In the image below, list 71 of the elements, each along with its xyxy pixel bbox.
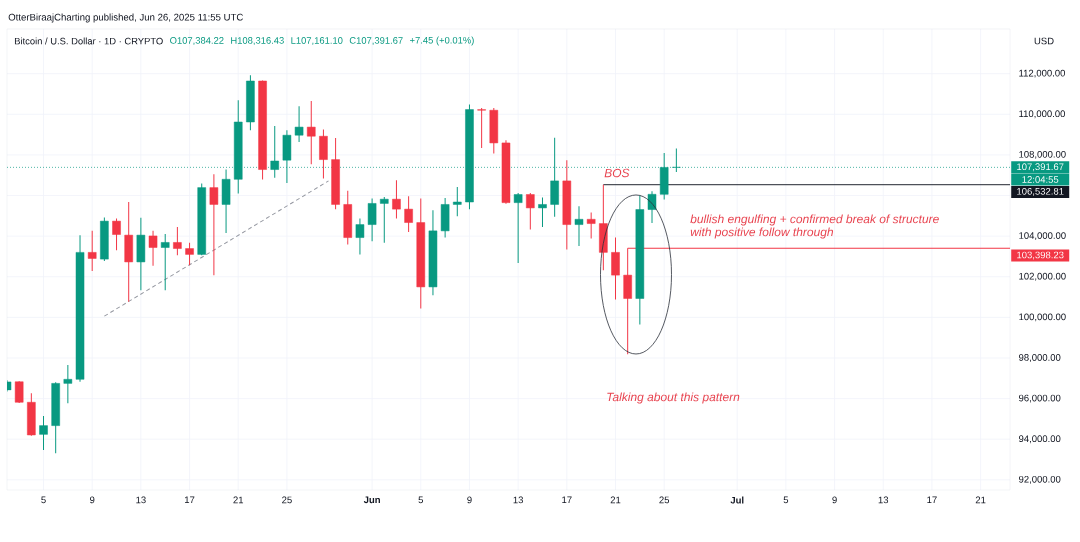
candlestick [392,179,401,219]
candlestick [477,107,486,149]
x-tick-label: 13 [878,496,889,504]
candlestick [148,230,158,267]
candlestick [319,129,328,179]
y-tick-label: 104,000.00 [1019,232,1066,241]
x-tick-label: 5 [418,496,424,504]
candlestick [404,195,413,233]
x-tick-label: 17 [184,496,195,504]
y-tick-label: 96,000.00 [1018,394,1061,403]
annotation: with positive follow through [690,227,834,239]
x-tick-label: 21 [610,496,621,504]
candlestick [611,237,620,301]
text: 12:04:55 [1022,176,1059,183]
data-label: 106,532.81 [1017,187,1064,196]
x-tick-label: 9 [832,496,837,504]
text: Bitcoin / U.S. Dollar · 1D · CRYPTO [14,37,163,45]
y-tick-label: 108,000.00 [1019,150,1066,159]
annotation: H108,316.43 [231,37,284,45]
candlestick [294,105,304,143]
candlestick [367,198,377,242]
x-tick-label: 25 [659,496,670,504]
annotation: O107,384.22 [170,37,224,45]
y-tick-label: 94,000.00 [1018,435,1061,444]
y-axis-title: USD [1034,37,1054,45]
candlestick [550,137,559,218]
annotation: +7.45 (+0.01%) [410,36,474,46]
x-tick-label: 13 [136,496,146,504]
x-tick-label: 13 [513,496,523,504]
x-tick-label: 17 [927,496,937,504]
candlestick [355,217,365,255]
y-tick-label: 112,000.00 [1019,69,1066,78]
x-tick-label: Jun [363,496,380,504]
candlestick [209,173,219,276]
candlestick [586,212,596,240]
candlestick [526,192,535,230]
y-tick-label: 98,000.00 [1018,354,1061,362]
annotation: C107,391.67 [349,37,403,45]
candlestick [538,197,547,228]
candlestick [112,217,121,251]
x-tick-label: 21 [233,496,244,504]
annotation: L107,161.10 [291,37,343,45]
candlestick [63,364,73,404]
candlestick [513,192,523,264]
candlestick [574,205,584,247]
ref-line-label: 107,391.67 [1017,163,1064,172]
y-tick-label: 102,000.00 [1019,272,1066,281]
x-tick-label: 5 [783,496,789,504]
candlestick [185,242,194,266]
annotation: BOS [604,168,630,178]
x-tick-label: 25 [282,496,292,504]
y-tick-label: 100,000.00 [1019,313,1066,322]
x-tick-label: 5 [41,496,46,504]
x-tick-label: Jul [730,496,744,504]
candlestick [380,196,389,244]
chart-subtitle: OtterBiraajCharting published, Jun 26, 2025 11:55 UTC [8,13,243,23]
y-tick-label: 110,000.00 [1019,110,1066,119]
candlestick [160,233,170,291]
x-tick-label: 21 [975,496,986,504]
candlestick [173,226,182,256]
annotation: Talking about this pattern [607,392,740,404]
candlestick [453,186,462,217]
candlestick [87,230,97,272]
x-tick-label: 17 [562,496,572,504]
x-tick-label: 9 [467,496,472,504]
data-label: 103,398.23 [1017,251,1064,260]
candlestick [306,100,316,165]
x-tick-label: 9 [89,496,95,504]
annotation: bullish engulfing + confirmed break of structure [690,214,939,226]
y-tick-label: 92,000.00 [1018,475,1061,484]
candlestick [39,415,48,451]
